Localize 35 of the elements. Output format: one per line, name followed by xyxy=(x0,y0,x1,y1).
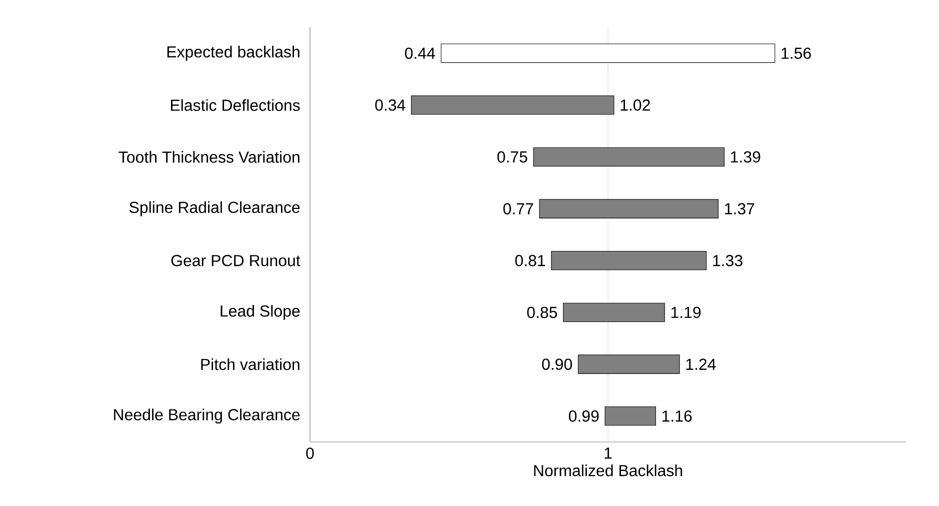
y-tick-label: Pitch variation xyxy=(201,358,300,370)
annotation: 0.90 xyxy=(542,358,572,370)
bar xyxy=(578,354,680,374)
bar xyxy=(440,44,776,63)
annotation: 1.33 xyxy=(713,254,742,266)
annotation: 1.24 xyxy=(686,358,716,370)
annotation: 0.81 xyxy=(515,254,545,266)
annotation: 0.34 xyxy=(375,99,406,111)
annotation: 0.85 xyxy=(527,306,558,318)
y-tick-label: Tooth Thickness Variation xyxy=(118,151,300,163)
annotation: 1.19 xyxy=(671,306,701,318)
annotation: 1.16 xyxy=(662,410,692,422)
bar xyxy=(533,147,724,167)
y-tick-label: Spline Radial Clearance xyxy=(129,201,300,216)
bar xyxy=(411,95,614,115)
bar xyxy=(604,406,656,426)
annotation: 1.02 xyxy=(620,99,650,111)
annotation: 1.39 xyxy=(731,151,760,163)
y-tick-label: Lead Slope xyxy=(220,304,300,320)
y-tick-label: Elastic Deflections xyxy=(171,99,300,111)
y-tick-label: Expected backlash xyxy=(167,46,300,61)
y-tick-label: Needle Bearing Clearance xyxy=(114,408,300,424)
annotation: 0.75 xyxy=(497,151,528,163)
bar xyxy=(563,302,665,322)
x-tick-label: 1 xyxy=(604,448,612,459)
annotation: 1.56 xyxy=(782,48,811,59)
x-tick-label: 0 xyxy=(306,448,314,459)
bar xyxy=(551,250,707,270)
annotation: 0.99 xyxy=(568,410,599,422)
y-tick-label: Gear PCD Runout xyxy=(171,254,300,266)
annotation: 1.37 xyxy=(725,203,754,214)
x-axis-title: Normalized Backlash xyxy=(534,464,682,476)
bar xyxy=(539,199,719,218)
annotation: 0.44 xyxy=(405,48,436,59)
annotation: 0.77 xyxy=(503,203,534,214)
